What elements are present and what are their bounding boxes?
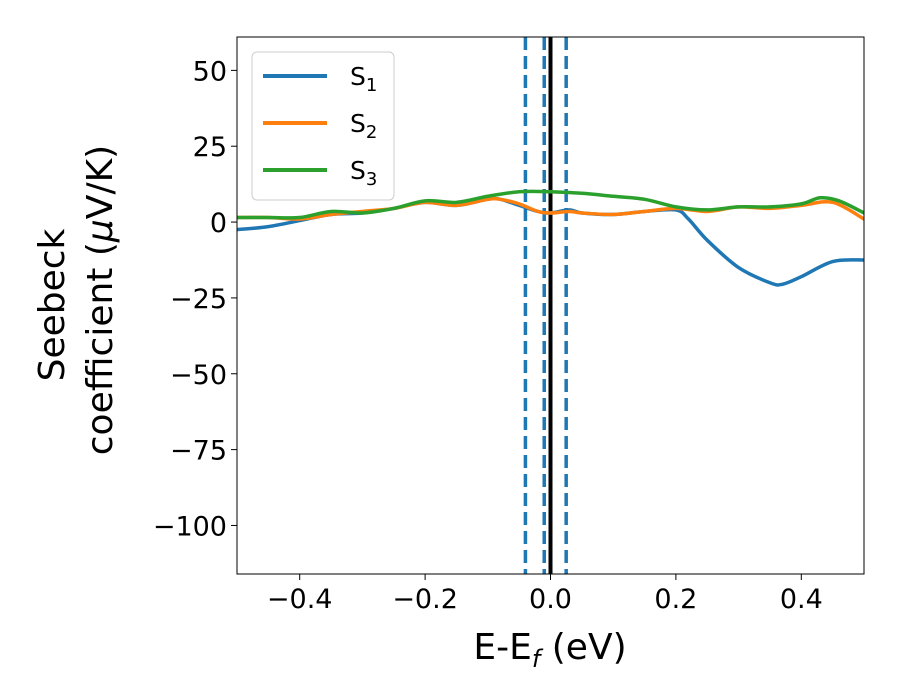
legend-label-name: S: [350, 156, 366, 185]
x-axis-title-suffix: (eV): [540, 627, 626, 668]
y-tick-label: 0: [210, 208, 227, 239]
x-tick-label: 0.0: [529, 584, 572, 615]
y-tick-label: −75: [170, 436, 227, 467]
y-tick-label: −50: [170, 360, 227, 391]
x-tick-label: 0.2: [654, 584, 697, 615]
x-axis-title: E-Ef (eV): [473, 627, 626, 673]
series-lines: [237, 189, 864, 287]
y-tick-label: −25: [170, 284, 227, 315]
y-axis-title-prefix: coefficient (: [80, 242, 121, 455]
series-line-s3: [237, 189, 864, 220]
x-tick-label: 0.4: [780, 584, 823, 615]
legend-label-name: S: [350, 62, 366, 91]
plot-area: [237, 37, 864, 574]
legend-label-s2: S2: [350, 109, 377, 143]
legend-label-subscript: 2: [366, 122, 377, 143]
x-axis-title-main: E-E: [473, 627, 531, 668]
plot-frame: [236, 36, 865, 575]
legend-label-subscript: 1: [366, 75, 377, 96]
legend-box: [251, 51, 395, 201]
y-tick-label: 25: [193, 132, 227, 163]
reference-lines: [523, 37, 568, 574]
ticks: −0.4 −0.2 0.0 0.2 0.4 50 25 0 −25 −50 −75 −100: [153, 56, 823, 615]
y-axis-title: Seebeck: [32, 228, 73, 381]
legend-label-name: S: [350, 109, 366, 138]
y-axis-title-mu: μ: [80, 219, 121, 243]
legend-label-subscript: 3: [366, 169, 377, 190]
legend-label-s3: S3: [350, 156, 377, 190]
y-axis-title-line1: Seebeck: [32, 228, 73, 381]
y-tick-label: 50: [193, 56, 227, 87]
x-tick-label: −0.2: [392, 584, 458, 615]
legend-label-s1: S1: [350, 62, 377, 96]
y-axis-title-suffix: V/K): [80, 145, 121, 219]
x-tick-label: −0.4: [267, 584, 333, 615]
y-tick-label: −100: [153, 511, 227, 542]
y-axis-title-2: coefficient (μV/K): [80, 145, 121, 455]
